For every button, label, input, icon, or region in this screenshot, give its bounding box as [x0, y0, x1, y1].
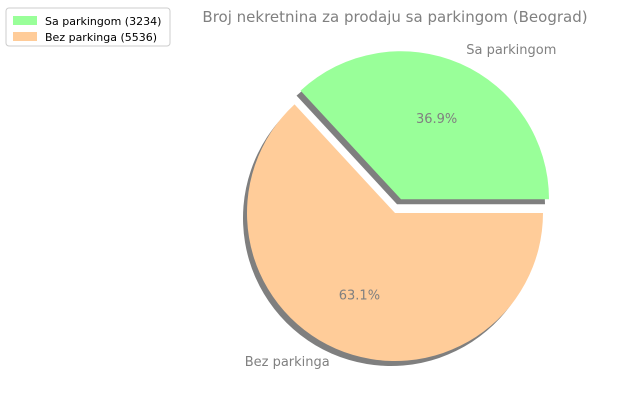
legend-box	[5, 7, 171, 47]
legend-swatch-bez-parkinga	[13, 32, 37, 41]
percent-label-sa-parkingom: 36.9%	[416, 112, 457, 127]
percent-label-bez-parkinga: 63.1%	[339, 288, 380, 303]
pie-slice-bez-parkinga	[246, 104, 543, 362]
chart-title: Broj nekretnina za prodaju sa parkingom …	[202, 8, 587, 26]
slice-label-sa-parkingom: Sa parkingom	[466, 43, 556, 58]
legend-swatch-sa-parkingom	[13, 16, 37, 25]
pie-slice-sa-parkingom	[300, 51, 550, 200]
pie-slices	[246, 51, 550, 362]
slice-label-bez-parkinga: Bez parkinga	[245, 355, 330, 370]
legend: Sa parkingom (3234) Bez parkinga (5536)	[5, 7, 171, 47]
legend-entry-bez-parkinga: Bez parkinga (5536)	[45, 31, 157, 44]
legend-entry-sa-parkingom: Sa parkingom (3234)	[45, 15, 161, 28]
